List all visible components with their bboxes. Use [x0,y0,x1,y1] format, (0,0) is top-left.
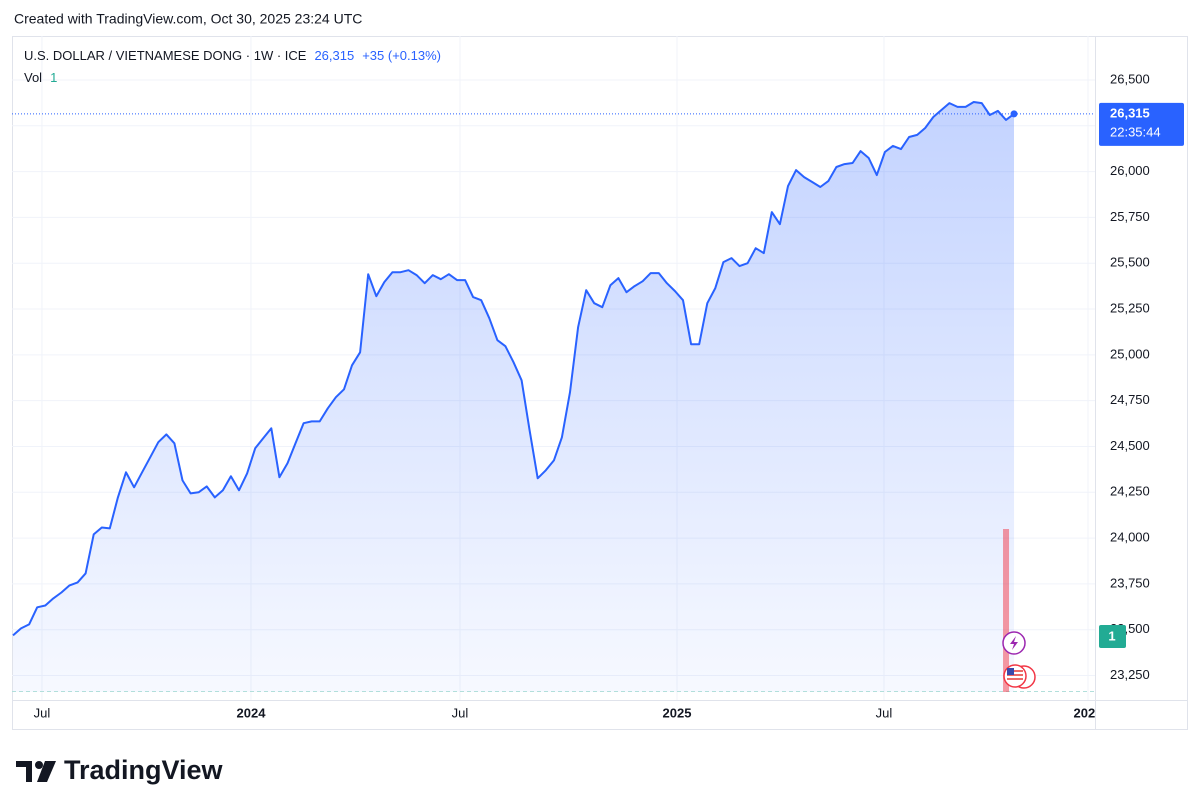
x-tick-label: 2025 [663,705,692,720]
logo-part [16,761,32,782]
area-fill [12,102,1015,692]
plot [12,101,1095,692]
brand-name: TradingView [64,755,224,785]
event-icons [1002,631,1036,689]
volume-value: 1 [50,70,57,85]
y-tick-label: 24,750 [1110,392,1150,407]
volume-label: Vol [24,70,42,85]
time-axis-labels: Jul 2024 Jul 2025 Jul 2026 [34,705,1103,720]
legend-header: U.S. DOLLAR / VIETNAMESE DONG · 1W · ICE… [24,48,441,63]
x-tick-label: Jul [452,705,469,720]
symbol-title: U.S. DOLLAR / VIETNAMESE DONG · 1W · ICE [24,48,307,63]
y-tick-label: 25,250 [1110,300,1150,315]
chart-frame [12,36,1188,730]
x-tick-label: 2026 [1074,705,1103,720]
y-tick-label: 24,000 [1110,530,1150,545]
price-tag-time: 22:35:44 [1110,124,1161,139]
y-tick-label: 26,500 [1110,71,1150,86]
last-price: 26,315 [314,48,354,63]
volume-tag-value: 1 [1108,628,1115,643]
x-tick-label: Jul [34,705,51,720]
x-tick-label: Jul [876,705,893,720]
last-point [1010,110,1018,118]
price-line [12,101,1015,637]
y-tick-label: 23,250 [1110,667,1150,682]
x-tick-label: 2024 [237,705,267,720]
logo-part [37,761,56,782]
brand-logo: TradingView [16,755,224,785]
flag-canton [1007,668,1014,675]
y-tick-label: 25,750 [1110,209,1150,224]
y-tick-label: 25,000 [1110,346,1150,361]
axes: Jul 2024 Jul 2025 Jul 202623,25023,50023,7502… [34,71,1184,720]
volume-bar [1003,529,1010,692]
y-tick-label: 25,500 [1110,255,1150,270]
y-tick-label: 24,500 [1110,438,1150,453]
price-change: +35 (+0.13%) [362,48,441,63]
watermark: Created with TradingView.com, Oct 30, 20… [14,11,362,27]
volume-tag [1099,625,1126,648]
y-tick-label: 24,250 [1110,484,1150,499]
volume-legend: Vol 1 [24,70,57,85]
y-tick-label: 26,000 [1110,163,1150,178]
price-tag-value: 26,315 [1110,105,1150,120]
lightning [1010,636,1018,650]
price-tag [1099,102,1184,146]
y-tick-label: 23,750 [1110,575,1150,590]
logo-part [35,761,43,769]
